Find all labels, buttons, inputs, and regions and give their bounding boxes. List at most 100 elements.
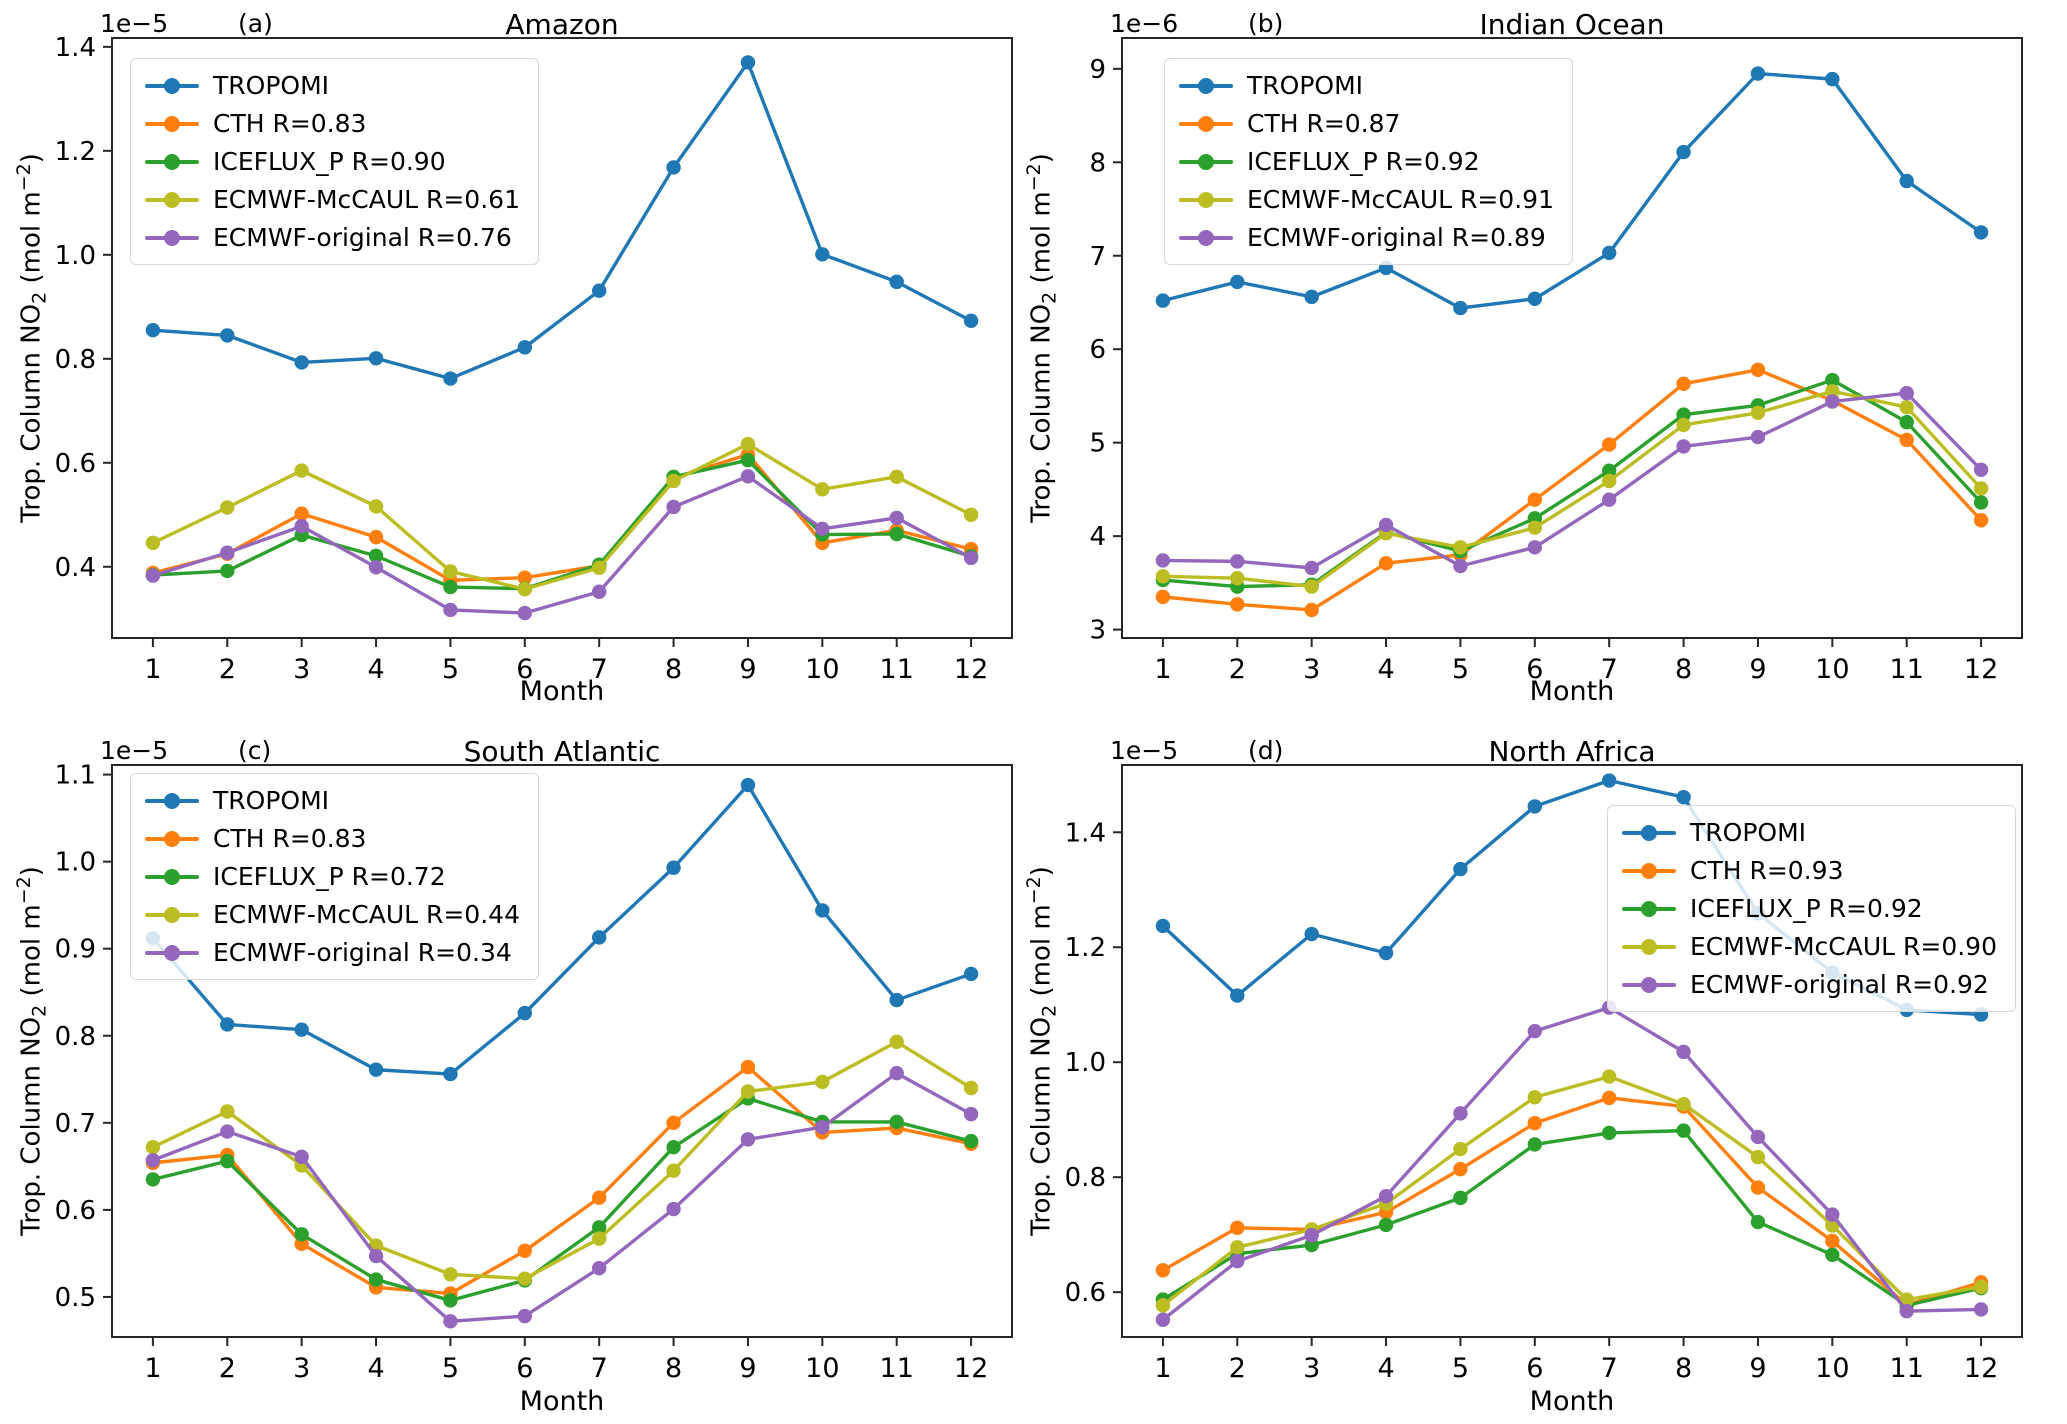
data-point-TROPOMI bbox=[368, 351, 384, 366]
data-point-ECMWF-original bbox=[1230, 554, 1245, 569]
legend-label: TROPOMI bbox=[213, 71, 330, 100]
legend-line-dot-marker bbox=[1622, 824, 1677, 842]
x-tick-label: 5 bbox=[1452, 1353, 1469, 1384]
x-tick-label: 9 bbox=[1749, 1353, 1766, 1384]
y-tick-label: 5 bbox=[1089, 429, 1106, 459]
data-point-CTH bbox=[1155, 1263, 1171, 1278]
legend-line-dot-marker bbox=[145, 792, 199, 810]
data-point-ICEFLUX_P bbox=[1453, 1190, 1468, 1206]
series-line-CTH bbox=[1161, 1096, 1983, 1307]
x-tick-label: 12 bbox=[1964, 654, 1998, 685]
data-point-ECMWF-McCAUL bbox=[443, 1267, 458, 1282]
y-axis-label-box: Trop. Column NO2 (mol m−2) bbox=[0, 765, 64, 1337]
legend-entry: ICEFLUX_P R=0.90 bbox=[145, 147, 520, 176]
y-tick-label: 0.6 bbox=[55, 1196, 96, 1226]
x-tick-label: 12 bbox=[954, 654, 988, 685]
x-tick-label: 6 bbox=[516, 654, 533, 685]
plot-border bbox=[1121, 37, 2023, 639]
data-point-TROPOMI bbox=[963, 966, 979, 982]
data-point-ECMWF-McCAUL bbox=[368, 499, 384, 514]
data-point-TROPOMI bbox=[1825, 71, 1840, 87]
series-line-ICEFLUX_P bbox=[151, 1096, 973, 1303]
x-tick-label: 9 bbox=[739, 654, 756, 685]
x-tick-label: 1 bbox=[1154, 1353, 1171, 1384]
data-point-CTH bbox=[1230, 1220, 1245, 1235]
x-tick-label: 2 bbox=[1229, 1353, 1246, 1384]
data-point-TROPOMI bbox=[220, 1017, 235, 1032]
x-tick-label: 11 bbox=[880, 1353, 914, 1384]
x-tick-label: 4 bbox=[367, 1353, 384, 1384]
data-point-ECMWF-original bbox=[815, 521, 830, 537]
data-point-TROPOMI bbox=[368, 1062, 384, 1077]
y-tick-label: 0.5 bbox=[55, 1283, 96, 1313]
data-point-ECMWF-McCAUL bbox=[145, 1140, 161, 1155]
data-point-ECMWF-original bbox=[889, 1066, 904, 1081]
legend: TROPOMI CTH R=0.83 ICEFLUX_P R=0.90 ECMW… bbox=[130, 58, 539, 265]
data-point-ECMWF-original bbox=[220, 1124, 235, 1139]
legend-line-dot-marker bbox=[145, 868, 199, 886]
data-point-TROPOMI bbox=[1453, 861, 1468, 877]
y-tick-label: 3 bbox=[1089, 616, 1106, 646]
series-line-ECMWF-McCAUL bbox=[151, 442, 973, 591]
data-point-CTH bbox=[1155, 589, 1171, 605]
legend-line-dot-marker bbox=[1179, 115, 1233, 133]
y-axis-offset-text: 1e−5 bbox=[1110, 736, 1179, 765]
data-point-ICEFLUX_P bbox=[666, 1140, 681, 1155]
data-point-TROPOMI bbox=[443, 371, 458, 386]
x-tick-label: 11 bbox=[880, 654, 914, 685]
legend-line-dot-marker bbox=[145, 153, 199, 171]
data-point-ECMWF-original bbox=[1230, 1253, 1245, 1269]
panel-north-africa: 1 2 3 4 5 6 7 8 9 10 11 12 0.6 0.8 1.0 1.2 1.4 1e−5 (d) … bbox=[1023, 712, 2067, 1424]
data-point-ICEFLUX_P bbox=[294, 1227, 309, 1242]
x-tick-label: 10 bbox=[805, 1353, 839, 1384]
series-line-ICEFLUX_P bbox=[1161, 378, 1983, 589]
legend-entry: ICEFLUX_P R=0.92 bbox=[1622, 894, 1997, 923]
data-point-ICEFLUX_P bbox=[889, 526, 904, 542]
data-point-TROPOMI bbox=[1899, 173, 1914, 189]
data-point-TROPOMI bbox=[889, 992, 904, 1008]
data-point-ECMWF-McCAUL bbox=[1601, 1069, 1617, 1084]
panel-letter: (b) bbox=[1248, 9, 1284, 38]
legend-entry: ECMWF-original R=0.76 bbox=[145, 223, 520, 252]
data-point-CTH bbox=[1676, 376, 1691, 391]
panel-title: Amazon bbox=[505, 8, 619, 41]
data-point-CTH bbox=[1304, 602, 1319, 618]
data-point-TROPOMI bbox=[517, 340, 533, 355]
panel-title: North Africa bbox=[1488, 735, 1656, 768]
data-point-ECMWF-original bbox=[294, 519, 309, 534]
data-point-CTH bbox=[740, 1059, 756, 1075]
legend-line-dot-marker bbox=[1622, 900, 1677, 918]
x-axis-label: Month bbox=[1529, 676, 1615, 707]
y-tick-label: 4 bbox=[1089, 522, 1106, 552]
legend-line-dot-marker bbox=[145, 944, 199, 962]
data-point-TROPOMI bbox=[1304, 289, 1319, 305]
x-tick-label: 5 bbox=[1452, 654, 1469, 685]
data-point-ECMWF-McCAUL bbox=[963, 507, 979, 522]
data-point-ECMWF-McCAUL bbox=[1750, 405, 1766, 420]
data-point-ECMWF-original bbox=[963, 1106, 979, 1122]
data-point-ICEFLUX_P bbox=[220, 563, 235, 579]
data-point-ECMWF-McCAUL bbox=[1527, 1090, 1543, 1105]
legend-line-dot-marker bbox=[145, 906, 199, 924]
data-point-ECMWF-original bbox=[443, 602, 458, 618]
legend-label: ICEFLUX_P R=0.90 bbox=[213, 147, 446, 176]
x-tick-label: 10 bbox=[1815, 654, 1849, 685]
data-point-ECMWF-original bbox=[1973, 1302, 1989, 1317]
data-point-ICEFLUX_P bbox=[145, 1172, 161, 1187]
data-point-TROPOMI bbox=[145, 323, 161, 338]
data-point-ECMWF-original bbox=[145, 568, 161, 583]
data-point-ECMWF-McCAUL bbox=[963, 1080, 979, 1096]
x-tick-label: 1 bbox=[1154, 654, 1171, 685]
legend-line-dot-marker bbox=[1179, 229, 1233, 247]
y-tick-label: 7 bbox=[1089, 242, 1106, 272]
data-point-ECMWF-McCAUL bbox=[666, 1163, 681, 1178]
data-point-TROPOMI bbox=[1676, 789, 1691, 805]
data-point-ICEFLUX_P bbox=[1378, 1217, 1394, 1233]
x-tick-label: 3 bbox=[293, 654, 310, 685]
legend-entry: TROPOMI bbox=[1622, 818, 1997, 847]
legend-entry: CTH R=0.93 bbox=[1622, 856, 1997, 885]
data-point-TROPOMI bbox=[1230, 988, 1245, 1003]
data-point-ECMWF-original bbox=[1155, 553, 1171, 568]
legend-label: ECMWF-original R=0.76 bbox=[213, 223, 512, 252]
legend-line-dot-marker bbox=[145, 191, 199, 209]
